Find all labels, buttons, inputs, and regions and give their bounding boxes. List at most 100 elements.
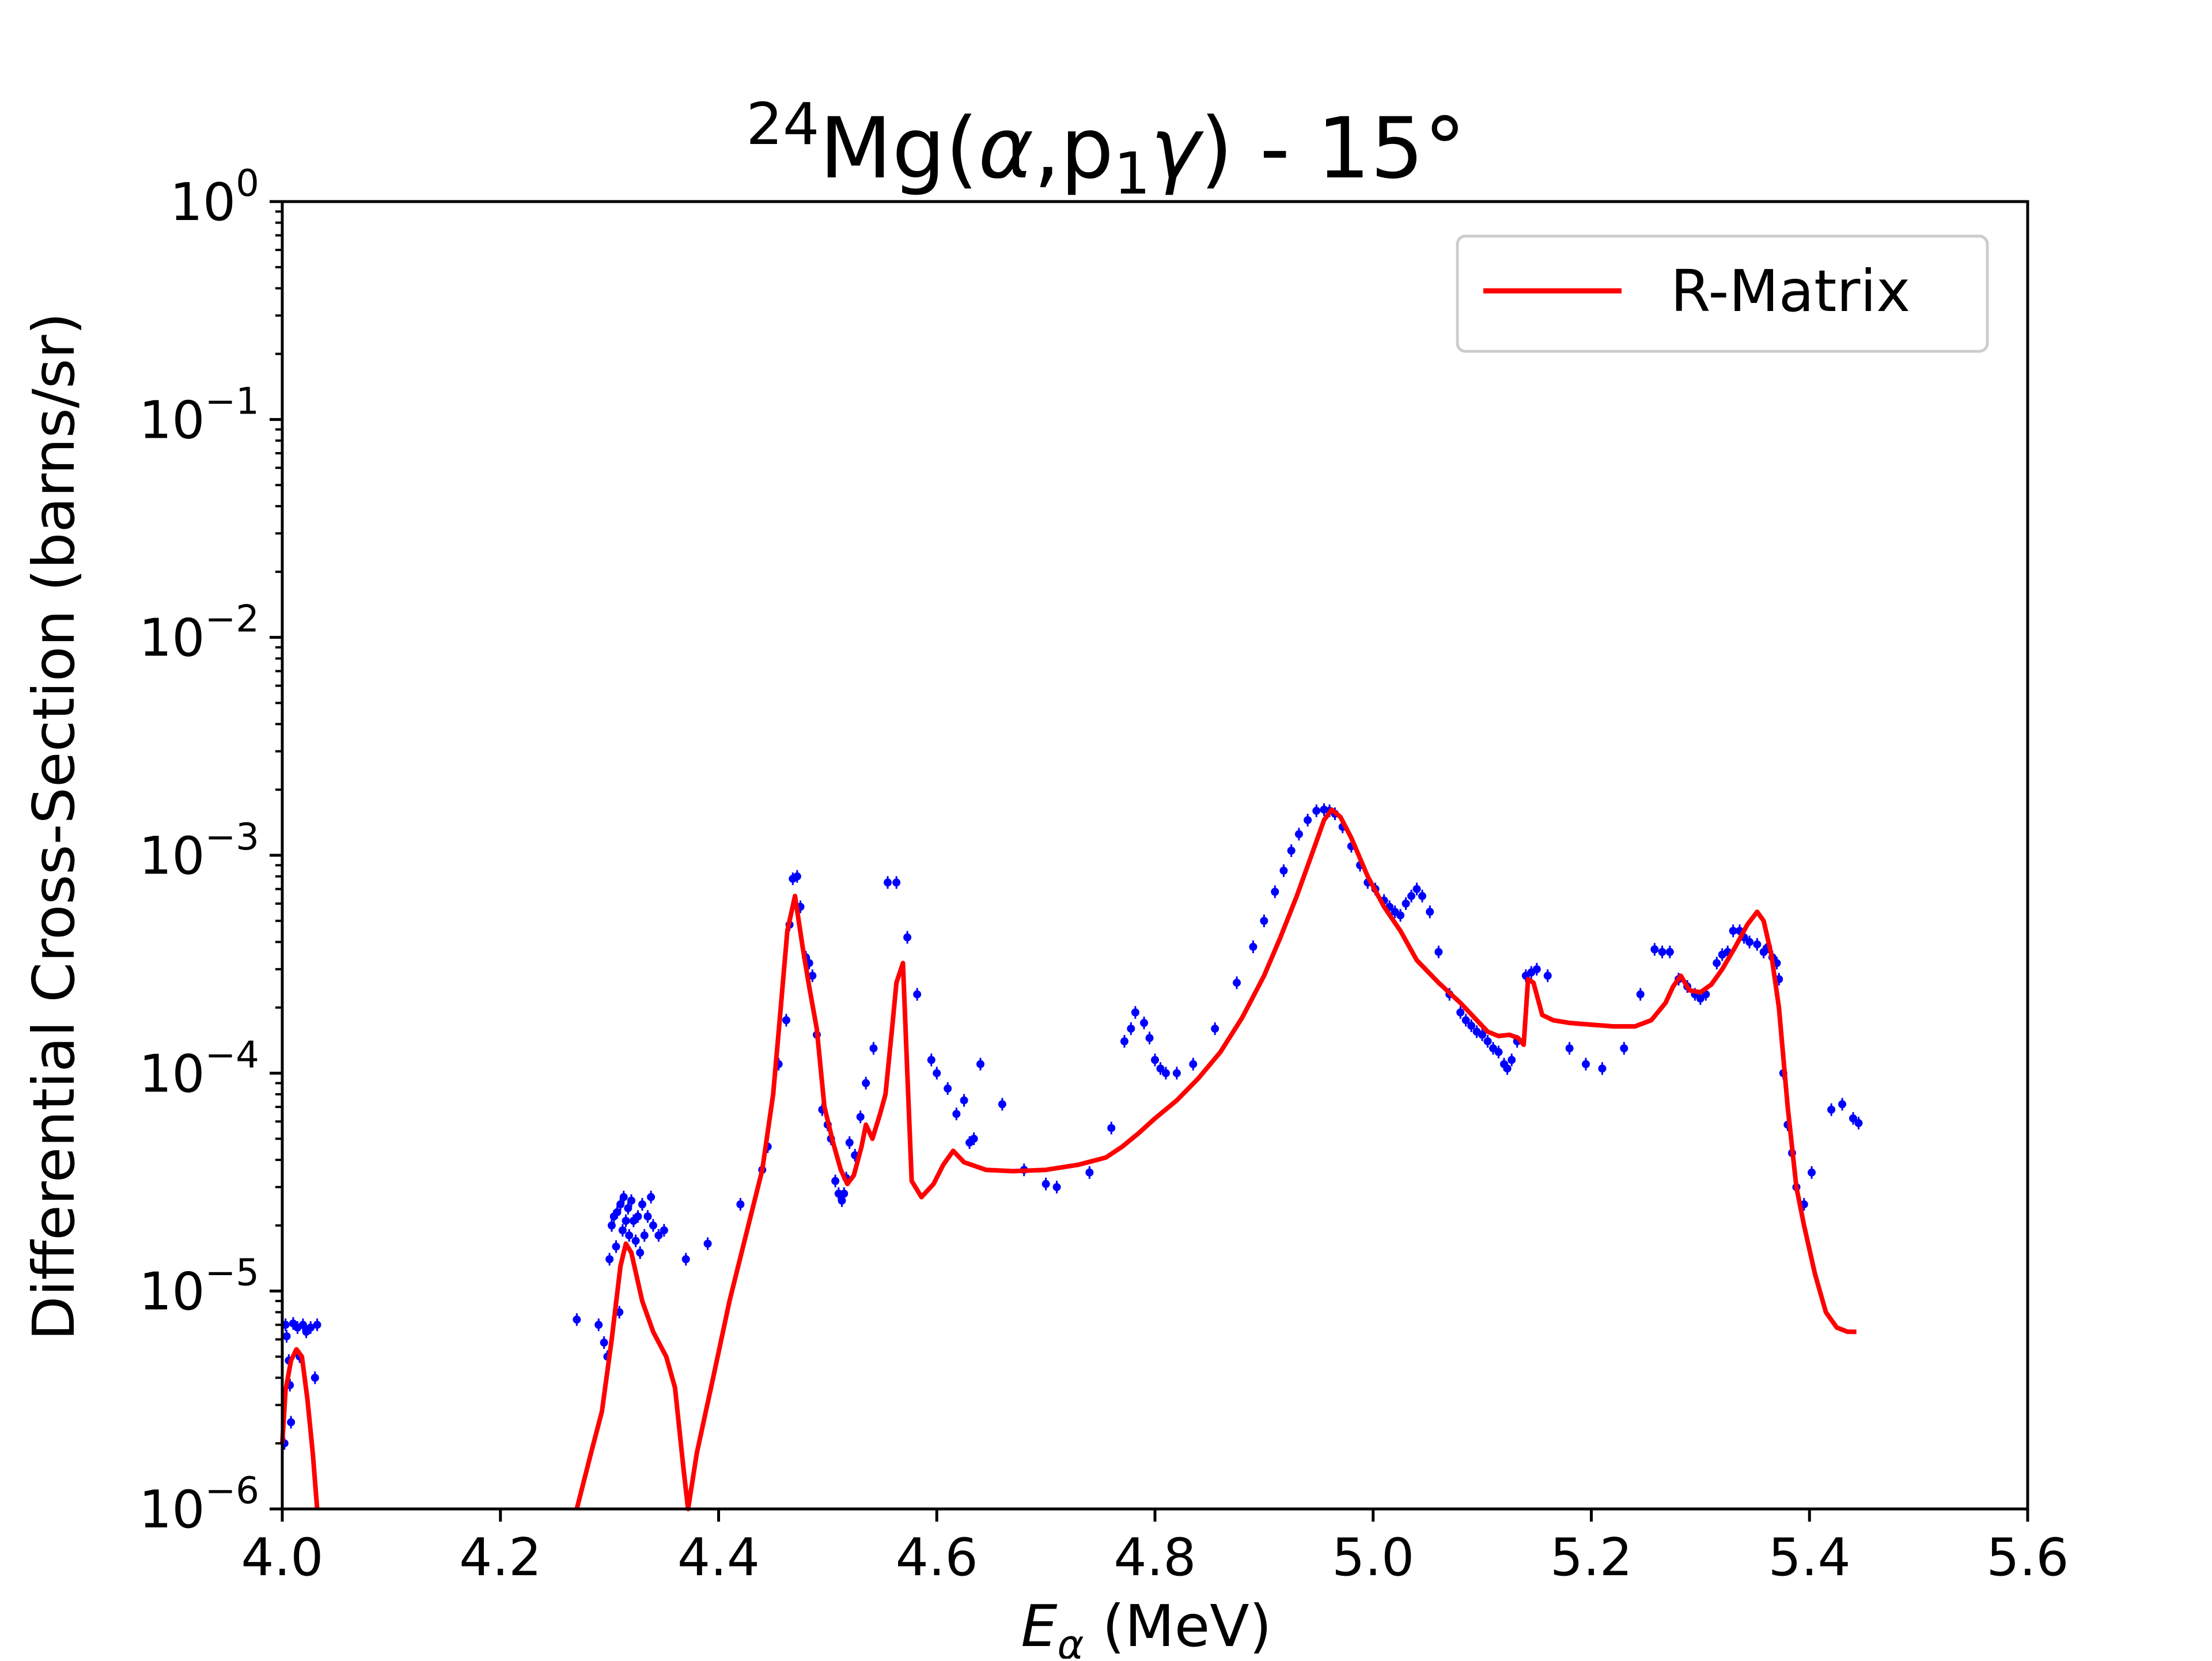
data-point (840, 1189, 849, 1198)
y-tick-base: 10 (139, 390, 205, 450)
data-point (998, 1100, 1006, 1109)
data-point (969, 1135, 978, 1143)
x-tick-label: 4.4 (677, 1527, 760, 1588)
x-label-variable: E (1021, 1592, 1057, 1659)
data-point (619, 1193, 628, 1201)
data-point (1565, 1044, 1574, 1053)
data-point (310, 1374, 319, 1382)
data-point (1650, 945, 1659, 954)
y-tick-base: 10 (139, 826, 205, 886)
title-mass-number: 24 (746, 90, 819, 158)
data-point (618, 1226, 627, 1235)
data-point (612, 1242, 620, 1251)
x-axis-label: Eα (MeV) (1021, 1592, 1271, 1659)
data-point (831, 1177, 840, 1185)
title-gamma: γ (1150, 100, 1204, 198)
y-tick-label: 100 (170, 162, 259, 233)
data-point (1052, 1183, 1061, 1192)
x-tick-label: 4.2 (459, 1527, 541, 1588)
r-matrix-fit-line (574, 807, 1857, 1511)
data-point (1620, 1044, 1628, 1053)
data-point (793, 872, 801, 881)
data-point (1729, 927, 1737, 935)
data-point (892, 878, 901, 887)
data-point (1636, 990, 1645, 999)
data-point (1412, 885, 1421, 893)
plot-frame (281, 200, 2029, 1511)
data-point (1426, 908, 1434, 916)
y-tick-base: 10 (139, 1044, 205, 1104)
data-point (1407, 892, 1416, 900)
y-tick-exponent: −5 (205, 1252, 259, 1295)
data-point (1140, 1019, 1149, 1027)
data-point (1461, 1016, 1470, 1025)
x-axis-ticks: 4.0 4.2 4.4 4.6 4.8 5.0 5.2 5.4 5.6 (241, 1509, 2069, 1588)
title-proton-index: 1 (1113, 140, 1150, 207)
legend-label-r-matrix: R-Matrix (1671, 257, 1910, 325)
data-point (944, 1084, 952, 1093)
data-point (1131, 1008, 1139, 1017)
data-point (1745, 938, 1754, 946)
x-tick-label: 5.6 (1986, 1527, 2069, 1588)
data-point (1753, 940, 1762, 949)
y-tick-exponent: −4 (205, 1034, 259, 1076)
data-point (647, 1193, 656, 1201)
data-point (1543, 972, 1552, 980)
data-point (573, 1315, 581, 1324)
data-point (1107, 1124, 1116, 1132)
data-point (660, 1226, 668, 1235)
x-tick-label: 5.2 (1550, 1527, 1633, 1588)
data-point (960, 1096, 968, 1105)
data-points-layer (280, 803, 1863, 1450)
data-point (913, 990, 922, 999)
data-point (1467, 1022, 1476, 1030)
data-point (1658, 947, 1666, 956)
data-point (1665, 947, 1674, 956)
data-point (631, 1237, 640, 1245)
data-point (313, 1321, 321, 1329)
y-tick-base: 10 (139, 1262, 205, 1322)
data-point (1161, 1069, 1170, 1078)
data-point (1696, 994, 1705, 1003)
x-tick-label: 4.6 (896, 1527, 978, 1588)
data-point (1041, 1180, 1050, 1188)
data-point (681, 1255, 690, 1264)
legend: R-Matrix (1456, 234, 1989, 353)
chart-title: 24Mg(α,p1γ) - 15° (746, 90, 1465, 207)
x-tick-label: 4.0 (241, 1527, 323, 1588)
data-point (287, 1418, 296, 1427)
y-tick-exponent: −6 (205, 1470, 259, 1512)
data-point (1260, 916, 1268, 925)
data-point (1478, 1030, 1487, 1039)
y-tick-label: 10−4 (139, 1034, 259, 1104)
data-point (616, 1200, 625, 1209)
data-point (703, 1239, 712, 1248)
data-point (622, 1216, 630, 1225)
data-point (976, 1060, 984, 1068)
data-point (856, 1113, 865, 1121)
data-point (1189, 1060, 1198, 1068)
x-label-unit: (MeV) (1084, 1592, 1272, 1659)
data-point (845, 1138, 854, 1147)
data-point (869, 1044, 878, 1053)
title-element: Mg( (820, 100, 979, 198)
data-point (1279, 866, 1288, 875)
y-tick-exponent: −2 (205, 598, 259, 641)
data-point (605, 1255, 614, 1264)
data-point (1156, 1064, 1165, 1073)
y-tick-label: 10−1 (139, 380, 259, 450)
data-point (1402, 899, 1410, 908)
data-point (600, 1338, 608, 1347)
data-point (1145, 1034, 1154, 1042)
data-point (607, 1221, 616, 1230)
data-point (1211, 1025, 1219, 1033)
data-point (594, 1321, 603, 1329)
data-point (927, 1056, 935, 1064)
data-point (654, 1231, 663, 1240)
data-point (933, 1069, 941, 1078)
data-point (1838, 1100, 1847, 1109)
y-tick-exponent: −1 (205, 380, 259, 423)
data-point (1849, 1114, 1857, 1122)
